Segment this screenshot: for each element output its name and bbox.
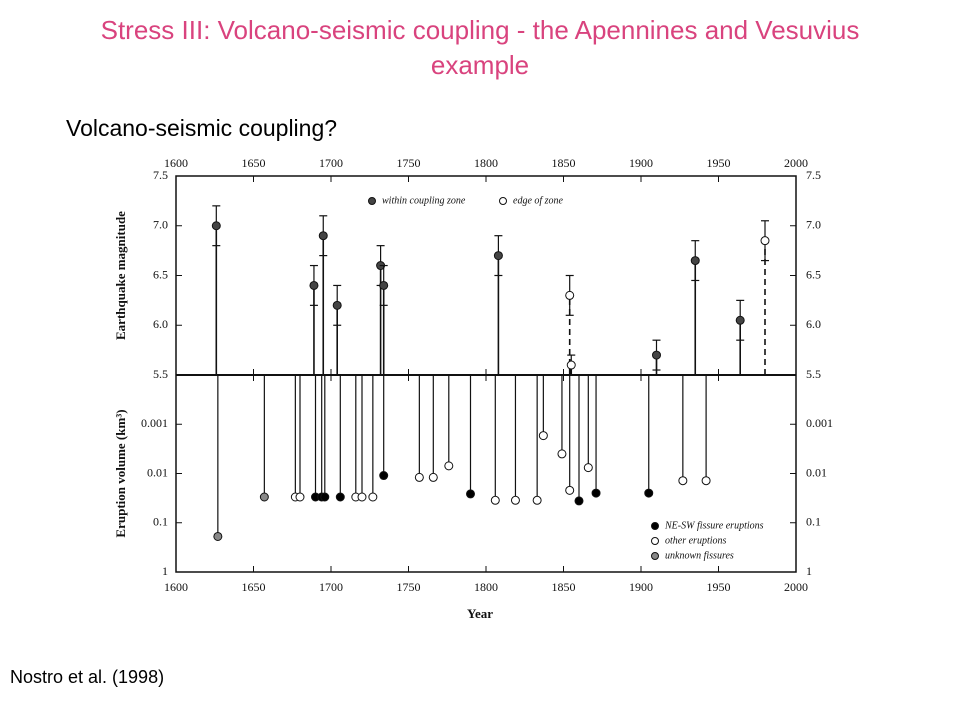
data-point [565,485,575,495]
data-point [213,531,223,541]
x-tick-label: 1800 [474,580,498,594]
data-point [532,495,542,505]
x-tick-label: 1650 [242,580,266,594]
data-point [678,476,688,486]
data-point [493,251,503,261]
heading: Volcano-seismic coupling? [66,115,337,141]
data-point [320,492,330,502]
data-point [644,488,654,498]
legend-marker [651,537,659,545]
legend-label: NE-SW fissure eruptions [664,520,764,531]
x-tick-label: 1950 [707,156,731,170]
data-point [490,495,500,505]
legend-marker [368,197,376,205]
legend-label: within coupling zone [382,195,466,206]
data-point [357,492,367,502]
data-point [332,300,342,310]
x-tick-label: 1750 [397,580,421,594]
data-point [379,471,389,481]
data-point [318,231,328,241]
data-point [510,495,520,505]
data-point [690,256,700,266]
data-point [335,492,345,502]
y-tick-label: 0.1 [153,515,168,529]
y-tick-label: 6.5 [806,267,821,281]
data-point [295,492,305,502]
data-point [309,280,319,290]
x-tick-label: 1800 [474,156,498,170]
data-point [574,496,584,506]
y-tick-label: 6.0 [806,317,821,331]
data-point [368,492,378,502]
y-tick-label: 7.0 [153,218,168,232]
legend-marker [651,552,659,560]
x-tick-label: 1700 [319,580,343,594]
x-tick-label: 1850 [552,156,576,170]
y-tick-label: 0.001 [141,416,168,430]
x-tick-label: 1900 [629,580,653,594]
y-tick-label: 7.5 [806,168,821,182]
y-tick-label: 5.5 [153,367,168,381]
y-tick-label: 0.01 [806,465,827,479]
x-tick-label: 1650 [242,156,266,170]
y-tick-label: 1 [806,564,812,578]
y-axis-label: Earthquake magnitude [113,211,128,340]
citation: Nostro et al. (1998) [10,667,164,687]
y-tick-label: 7.5 [153,168,168,182]
data-point [735,315,745,325]
data-point [760,236,770,246]
y-tick-label: 1 [162,564,168,578]
data-point [444,461,454,471]
y-tick-label: 0.1 [806,515,821,529]
legend-marker [499,197,507,205]
data-point [565,290,575,300]
data-point [591,488,601,498]
y-tick-label: 0.001 [806,416,833,430]
x-tick-label: 2000 [784,580,808,594]
x-tick-label: 1700 [319,156,343,170]
data-point [583,463,593,473]
data-point [701,476,711,486]
y-tick-label: 0.01 [147,465,168,479]
data-point [428,472,438,482]
data-point [259,492,269,502]
title: Stress III: Volcano-seismic coupling - t… [101,15,860,80]
data-point [652,350,661,360]
legend-label: edge of zone [513,195,564,206]
data-point [466,489,475,499]
data-point [566,360,576,370]
y-tick-label: 6.5 [153,267,168,281]
y-tick-label: 7.0 [806,218,821,232]
x-axis-label: Year [467,606,493,621]
x-tick-label: 1600 [164,580,188,594]
x-tick-label: 1900 [629,156,653,170]
legend-marker [651,522,659,530]
x-tick-label: 1600 [164,156,188,170]
x-tick-label: 1750 [397,156,421,170]
data-point [414,472,424,482]
x-tick-label: 1950 [707,580,731,594]
y-tick-label: 6.0 [153,317,168,331]
x-tick-label: 2000 [784,156,808,170]
data-point [379,280,389,290]
data-point [211,221,221,231]
legend-label: other eruptions [665,535,726,546]
y-tick-label: 5.5 [806,367,821,381]
data-point [538,431,548,441]
x-tick-label: 1850 [552,580,576,594]
data-point [557,449,567,459]
y-axis-label: Eruption volume (km³) [113,409,128,537]
legend-label: unknown fissures [665,550,734,561]
